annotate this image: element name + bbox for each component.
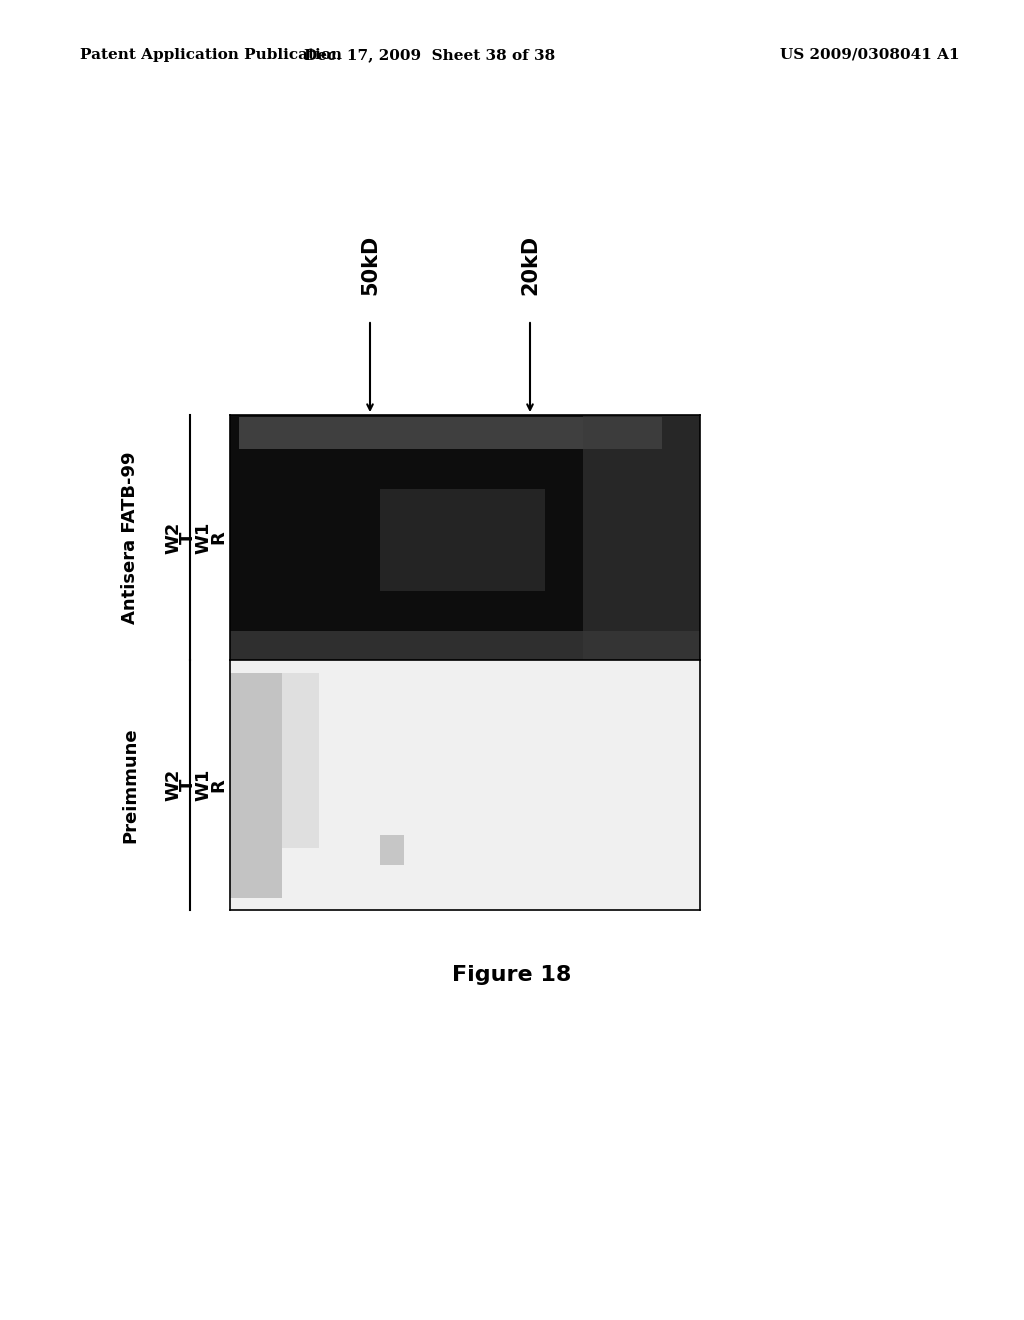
Text: W2: W2 — [164, 521, 182, 553]
Text: Patent Application Publication: Patent Application Publication — [80, 48, 342, 62]
Bar — [380, 488, 545, 591]
Bar — [583, 414, 700, 660]
Text: R: R — [209, 531, 227, 544]
Text: 50kD: 50kD — [360, 235, 380, 296]
Text: W1: W1 — [194, 768, 212, 801]
Text: Figure 18: Figure 18 — [453, 965, 571, 985]
Text: W2: W2 — [164, 768, 182, 801]
Bar — [282, 672, 319, 847]
Bar — [230, 672, 282, 898]
Text: W1: W1 — [194, 521, 212, 553]
Text: Dec. 17, 2009  Sheet 38 of 38: Dec. 17, 2009 Sheet 38 of 38 — [304, 48, 556, 62]
Text: R: R — [209, 777, 227, 792]
Text: T: T — [179, 532, 197, 544]
Bar — [380, 836, 403, 865]
Bar — [230, 660, 700, 909]
Bar — [240, 417, 663, 449]
Text: 20kD: 20kD — [520, 235, 540, 296]
Bar — [230, 414, 700, 660]
Text: Antisera FATB-99: Antisera FATB-99 — [121, 451, 139, 624]
Text: T: T — [179, 779, 197, 791]
Text: Preimmune: Preimmune — [121, 727, 139, 842]
Text: US 2009/0308041 A1: US 2009/0308041 A1 — [780, 48, 959, 62]
Bar — [230, 631, 700, 660]
